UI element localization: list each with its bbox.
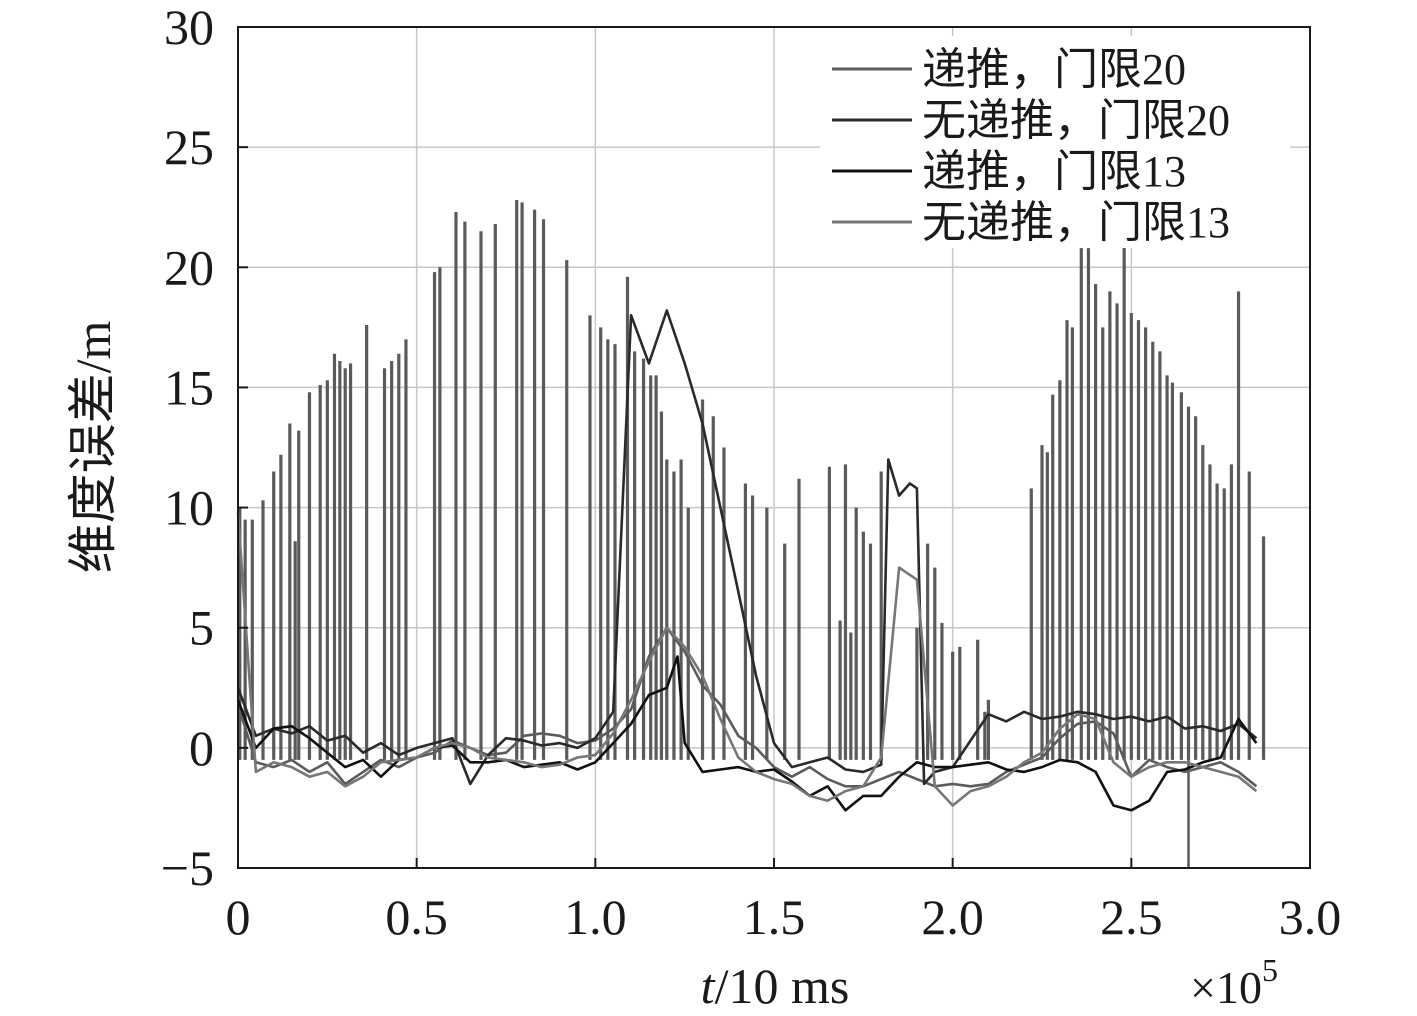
x-axis-multiplier: ×105 bbox=[1190, 952, 1278, 1011]
y-tick-label: 25 bbox=[164, 119, 214, 175]
y-axis-label: 维度误差/m bbox=[65, 321, 121, 574]
x-tick-label: 0.5 bbox=[385, 889, 448, 945]
legend-entry: 无递推，门限13 bbox=[832, 198, 1230, 247]
x-tick-label: 2.0 bbox=[921, 889, 984, 945]
legend-label: 递推，门限20 bbox=[922, 45, 1186, 94]
y-tick-label: 5 bbox=[189, 600, 214, 656]
y-tick-label: −5 bbox=[161, 840, 214, 896]
legend-background bbox=[820, 36, 1290, 248]
legend-entry: 递推，门限13 bbox=[832, 147, 1186, 196]
x-tick-label: 0 bbox=[226, 889, 251, 945]
y-tick-label: 15 bbox=[164, 359, 214, 415]
x-tick-label: 1.0 bbox=[564, 889, 627, 945]
x-axis-multiplier-exponent: 5 bbox=[1262, 952, 1278, 988]
y-tick-label: 0 bbox=[189, 720, 214, 776]
x-axis-label: t/10 ms bbox=[701, 958, 850, 1011]
x-tick-label: 2.5 bbox=[1100, 889, 1163, 945]
legend-entry: 递推，门限20 bbox=[832, 45, 1186, 94]
y-tick-label: 10 bbox=[164, 480, 214, 536]
series-line-4 bbox=[236, 512, 1258, 807]
legend-label: 无递推，门限20 bbox=[922, 96, 1230, 145]
series-line-2 bbox=[236, 309, 1258, 786]
x-axis-label-variable: t bbox=[701, 958, 716, 1011]
plot-area bbox=[236, 200, 1266, 868]
x-axis-multiplier-base: ×10 bbox=[1190, 962, 1262, 1011]
x-axis-label-unit: /10 ms bbox=[715, 958, 850, 1011]
legend-label: 无递推，门限13 bbox=[922, 198, 1230, 247]
legend-entry: 无递推，门限20 bbox=[832, 96, 1230, 145]
legend-label: 递推，门限13 bbox=[922, 147, 1186, 196]
x-tick-label: 1.5 bbox=[743, 889, 806, 945]
spike-lines bbox=[238, 200, 1266, 868]
y-tick-label: 30 bbox=[164, 0, 214, 55]
y-tick-label: 20 bbox=[164, 239, 214, 295]
series-line-1 bbox=[236, 626, 1258, 788]
x-tick-label: 3.0 bbox=[1279, 889, 1342, 945]
